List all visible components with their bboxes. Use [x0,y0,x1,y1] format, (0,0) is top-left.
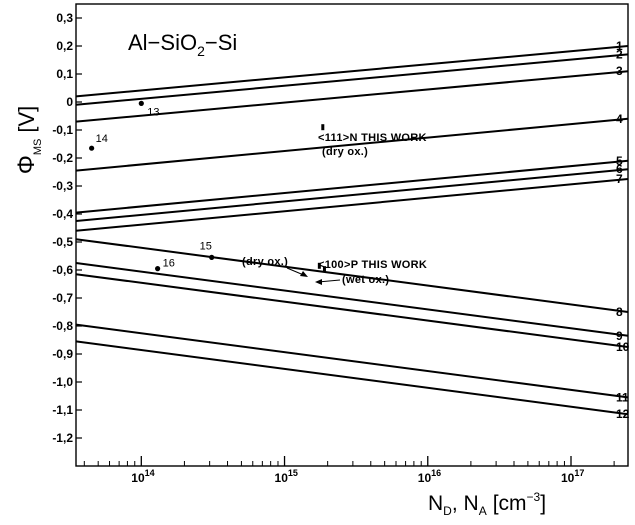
arrowhead-dry-ox [300,271,308,277]
series-line-3 [75,70,629,123]
series-line-6 [75,168,629,222]
annotation-100p-wet: (wet ox.) [342,274,389,286]
y-axis-label-symbol: Φ [13,155,40,174]
data-point-label-14: 14 [96,133,108,145]
y-tick-label: -0,5 [52,235,73,249]
data-point-13 [138,100,144,106]
series-line-2 [75,53,629,106]
y-tick-label: -0,6 [52,263,73,277]
x-tick-label-exp: 17 [574,468,584,478]
annotation-100p-dry: (dry ox.) [242,256,288,268]
chart-title-sub: 2 [197,43,205,59]
series-label-1: 1 [616,39,623,53]
data-point-16 [155,266,161,272]
series-line-1 [75,45,629,98]
x-tick-label-exp: 16 [431,468,441,478]
y-tick-label: -0,4 [52,207,73,221]
x-tick-label: 1016 [418,468,441,485]
y-tick-label: 0,1 [56,67,73,81]
x-tick-label-base: 10 [131,471,145,485]
series-line-5 [75,159,629,214]
x-tick-label-base: 10 [418,471,432,485]
series-line-7 [75,178,629,232]
data-point-14 [89,145,95,151]
y-tick-label: 0,3 [56,11,73,25]
series-label-4: 4 [616,112,623,126]
data-point-label-16: 16 [163,258,175,270]
this-work-point [317,262,321,269]
y-tick-label: 0,2 [56,39,73,53]
series-line-11 [75,323,629,399]
y-tick-label: -0,1 [52,123,73,137]
series-label-3: 3 [616,64,623,78]
y-tick-label: -0,9 [52,347,73,361]
series-label-12: 12 [616,407,630,421]
chart-title-part1: Al−SiO [128,30,197,55]
y-axis-label-sub: MS [32,139,44,156]
chart-title-part2: −Si [205,30,237,55]
y-tick-label: -1,1 [52,403,73,417]
x-axis-label-close: ] [540,492,546,515]
data-point-15 [209,254,215,260]
this-work-point [322,266,326,273]
series-label-9: 9 [616,329,623,343]
arrowhead-wet-ox [315,279,322,285]
chart-title: Al−SiO2−Si [128,30,237,59]
series-label-10: 10 [616,340,630,354]
series-line-12 [75,340,629,416]
x-tick-label-base: 10 [561,471,575,485]
y-tick-label: -1,2 [52,431,73,445]
svg-text:ΦMS[V]: ΦMS [V] [13,106,44,175]
x-axis-label-exp: −3 [527,490,541,504]
y-axis: 0,3 0,2 0,1 0 -0,1 -0,2 -0,3 -0,4 -0,5 -0,6 -0,7 -0… [52,11,82,445]
series-label-11: 11 [616,390,629,404]
x-tick-label: 1014 [131,468,154,485]
series-label-5: 5 [616,154,623,168]
y-tick-label: -0,8 [52,319,73,333]
y-axis-label: ΦMS [V] [13,106,44,175]
plot-frame [75,3,629,467]
y-tick-label: 0 [66,95,73,109]
points-layer: 13 14 15 16 [89,100,326,273]
x-axis: 1014 1015 1016 1017 [83,456,615,485]
y-tick-label: -0,2 [52,151,73,165]
x-tick-label: 1015 [275,468,298,485]
annotation-100p: <100>P THIS WORK [318,259,427,271]
x-tick-label-exp: 14 [145,468,155,478]
x-axis-label-na: , N [452,492,479,515]
annotation-111n-dry: (dry ox.) [322,146,368,158]
annotation-111n: <111>N THIS WORK [318,132,427,144]
y-axis-label-unit: [V] [14,106,39,133]
series-label-8: 8 [616,305,623,319]
x-tick-label-base: 10 [275,471,289,485]
x-axis-label-na-sub: A [479,504,487,518]
series-line-10 [75,273,629,348]
series-label-2: 2 [616,47,623,61]
x-axis-label-nd-sub: D [443,504,452,518]
series-label-6: 6 [616,162,623,176]
x-tick-label: 1017 [561,468,584,485]
x-tick-label-exp: 15 [288,468,298,478]
x-axis-label-unit: [cm [493,492,527,515]
x-axis-label-nd: N [428,492,443,515]
data-point-label-13: 13 [147,106,159,118]
y-tick-label: -0,7 [52,291,73,305]
series-line-4 [75,117,629,172]
y-tick-label: -0,3 [52,179,73,193]
data-point-label-15: 15 [200,240,212,252]
series-line-9 [75,262,629,337]
y-tick-label: -1,0 [52,375,73,389]
x-axis-label: ND, NA [cm−3] [428,490,546,518]
series-label-7: 7 [616,172,623,186]
this-work-point [321,124,325,131]
series-line-8 [75,238,629,313]
